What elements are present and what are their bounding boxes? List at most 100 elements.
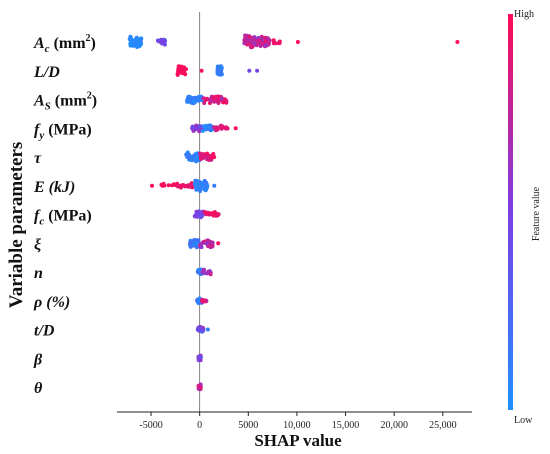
feature-label-tau: τ [34, 150, 42, 167]
shap-point [207, 212, 212, 217]
shap-point [211, 152, 216, 156]
shap-point [295, 40, 300, 44]
shap-point [179, 65, 184, 70]
shap-point [177, 70, 182, 75]
shap-point [247, 68, 252, 73]
feature-label-fy: fy (MPa) [34, 121, 92, 141]
shap-point [250, 45, 255, 49]
shap-point [205, 327, 210, 332]
shap-point [198, 327, 203, 332]
shap-point [188, 244, 193, 249]
shap-point [263, 43, 268, 48]
x-tick-label: 20,000 [380, 420, 408, 431]
shap-point [201, 240, 206, 244]
shap-point [233, 126, 238, 131]
feature-label-n: n [34, 265, 43, 282]
shap-point [252, 40, 257, 45]
feature-row-e [150, 178, 217, 194]
feature-row-tau [184, 150, 217, 164]
colorbar-high-label: High [514, 9, 534, 20]
feature-row-theta [196, 382, 203, 392]
shap-point [190, 125, 195, 130]
feature-row-fc [192, 209, 221, 220]
x-axis: -5000 0 5000 10,000 15,000 20,000 25,000 [117, 411, 472, 431]
shap-point [221, 100, 226, 105]
shap-point [172, 182, 176, 187]
shap-point [277, 39, 282, 44]
feature-row-as [185, 94, 229, 106]
shap-point [185, 99, 190, 104]
shap-point [187, 156, 192, 161]
shap-point [196, 383, 201, 388]
shap-point [185, 150, 190, 155]
shap-point [264, 39, 268, 44]
shap-point [202, 209, 207, 214]
shap-point [194, 126, 199, 131]
shap-point [191, 242, 196, 247]
shap-point [128, 37, 133, 42]
shap-point [224, 98, 229, 103]
shap-point [195, 186, 200, 191]
feature-labels: Ac (mm2) L/D AS (mm2) fy (MPa) τ E (kJ) fc (MP… [33, 33, 97, 397]
shap-point [242, 41, 247, 46]
shap-point [455, 40, 460, 44]
feature-row-beta [196, 353, 203, 363]
shap-point [199, 68, 204, 73]
shap-point [265, 36, 270, 41]
feature-label-e: E (kJ) [33, 179, 75, 196]
shap-point [136, 44, 141, 49]
shap-point [150, 183, 154, 188]
shap-point [219, 72, 224, 77]
shap-point [271, 41, 276, 45]
x-axis-title: SHAP value [254, 431, 342, 450]
shap-point [212, 125, 217, 130]
colorbar-gradient [508, 14, 513, 410]
feature-label-beta: β [33, 351, 43, 368]
shap-point [216, 67, 221, 72]
shap-point [195, 213, 199, 218]
shap-point [195, 178, 199, 183]
shap-point [198, 151, 203, 156]
colorbar-title: Feature value [531, 186, 542, 241]
shap-point [196, 97, 201, 102]
shap-point [198, 358, 203, 363]
shap-point [138, 39, 143, 44]
colorbar-low-label: Low [514, 415, 533, 426]
shap-point [199, 245, 204, 250]
feature-label-ac: Ac (mm2) [33, 33, 96, 55]
shap-point [195, 183, 200, 188]
feature-row-n [195, 267, 213, 277]
shap-point [197, 129, 202, 134]
shap-point [195, 155, 200, 160]
y-axis-title: Variable parameters [6, 142, 27, 309]
shap-point [212, 183, 217, 188]
feature-label-rho: ρ (%) [33, 294, 70, 311]
shap-point [247, 34, 252, 39]
shap-point [271, 38, 276, 43]
shap-point [197, 124, 202, 129]
shap-point [182, 65, 187, 70]
shap-point [181, 68, 186, 73]
shap-point [215, 212, 220, 217]
shap-point [243, 33, 248, 38]
shap-point [183, 184, 188, 189]
shap-point [197, 355, 202, 359]
shap-point [186, 94, 191, 99]
shap-point [202, 298, 207, 303]
shap-point [213, 128, 218, 133]
shap-point [210, 155, 215, 160]
shap-point [216, 241, 221, 246]
shap-point [204, 271, 209, 276]
shap-point [202, 124, 207, 129]
x-tick-label: 0 [197, 420, 202, 431]
shap-point [176, 183, 181, 188]
shap-point [242, 37, 247, 42]
x-tick-label: 10,000 [283, 420, 311, 431]
x-tick-label: 25,000 [429, 420, 457, 431]
shap-point [255, 40, 260, 44]
shap-point [161, 39, 166, 44]
shap-point [225, 126, 230, 131]
shap-point [192, 100, 197, 105]
shap-point [207, 97, 212, 102]
